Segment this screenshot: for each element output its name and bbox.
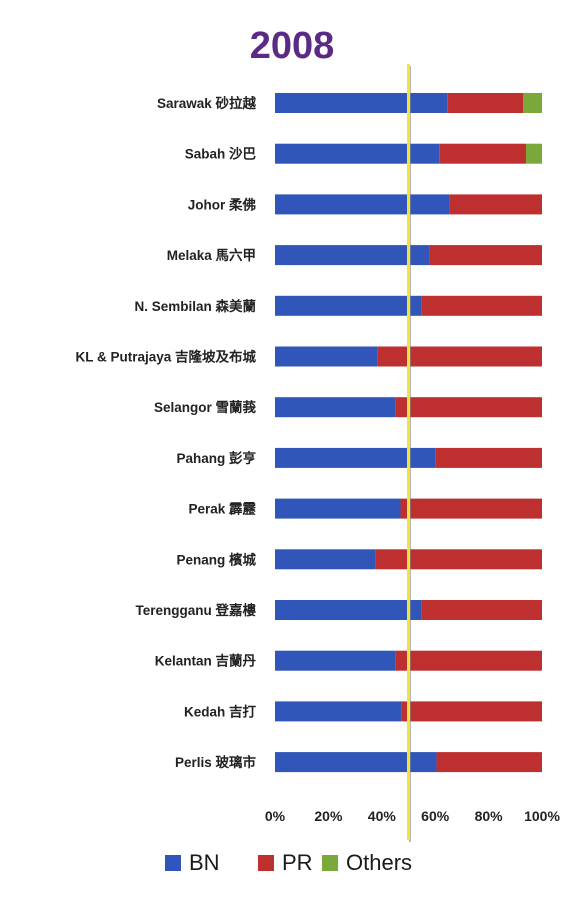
bar-pr (421, 600, 542, 620)
bar-bn (275, 295, 422, 316)
bar-pr (395, 397, 542, 418)
category-label: Melaka 馬六甲 (167, 247, 256, 263)
bar-bn (275, 498, 401, 519)
category-label: Selangor 雪蘭莪 (154, 399, 257, 415)
legend-swatch-bn (165, 855, 181, 871)
category-label: Penang 檳城 (176, 551, 256, 567)
bar-bn (275, 194, 450, 215)
bar-bn (275, 245, 430, 266)
bar-bn (275, 701, 402, 722)
category-label: Sabah 沙巴 (185, 147, 257, 162)
bar-bn (275, 397, 396, 418)
category-label: Sarawak 砂拉越 (157, 95, 257, 111)
bar-pr (439, 143, 526, 164)
bar-bn (275, 447, 436, 468)
x-tick-label: 20% (314, 808, 343, 824)
legend-label-bn: BN (189, 850, 220, 875)
category-label: Kelantan 吉蘭丹 (155, 653, 257, 669)
bar-pr (400, 498, 542, 519)
bar-others (523, 93, 542, 113)
bar-bn (275, 346, 378, 367)
category-label: Pahang 彭亨 (176, 450, 256, 466)
bar-bn (275, 752, 437, 773)
legend-swatch-others (322, 855, 338, 871)
bar-bn (275, 143, 440, 164)
category-label: Kedah 吉打 (184, 703, 257, 719)
bar-pr (449, 194, 542, 215)
category-label: Perak 霹靂 (188, 502, 256, 517)
bar-pr (436, 752, 542, 773)
category-label: N. Sembilan 森美蘭 (134, 298, 256, 314)
bar-pr (421, 295, 542, 316)
category-label: Terengganu 登嘉樓 (135, 602, 256, 618)
legend-label-pr: PR (282, 850, 313, 875)
x-tick-label: 100% (524, 808, 560, 824)
bar-pr (377, 346, 542, 367)
x-tick-label: 40% (368, 808, 397, 824)
x-tick-label: 60% (421, 808, 450, 824)
bar-pr (395, 650, 542, 671)
chart-title: 2008 (250, 25, 335, 67)
x-tick-label: 80% (475, 808, 504, 824)
legend-swatch-pr (258, 855, 274, 871)
bar-pr (401, 701, 542, 722)
legend-label-others: Others (346, 850, 412, 875)
bar-bn (275, 93, 448, 113)
bar-others (525, 143, 542, 164)
bar-pr (435, 447, 542, 468)
category-label: Perlis 玻璃市 (175, 754, 257, 770)
bar-bn (275, 600, 422, 620)
bar-bn (275, 650, 396, 671)
bar-pr (429, 245, 542, 266)
bar-bn (275, 549, 376, 570)
category-label: KL & Putrajaya 吉隆坡及布城 (75, 349, 256, 365)
bar-pr (375, 549, 542, 570)
x-tick-label: 0% (265, 808, 286, 824)
bar-pr (447, 93, 524, 113)
category-label: Johor 柔佛 (188, 196, 257, 212)
